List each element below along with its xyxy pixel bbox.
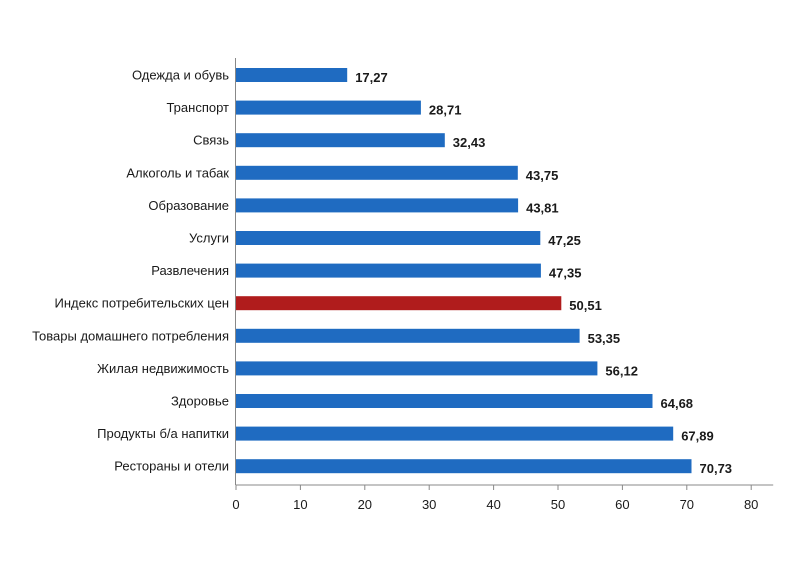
- x-tick-label: 80: [744, 497, 758, 512]
- bar: [236, 231, 541, 245]
- x-tick-label: 70: [680, 497, 694, 512]
- bar: [236, 394, 653, 408]
- value-label: 32,43: [453, 135, 486, 150]
- bar: [236, 426, 674, 441]
- value-label: 70,73: [700, 461, 733, 476]
- category-label: Связь: [193, 133, 229, 148]
- category-labels-group: Одежда и обувь Транспорт Связь Алкоголь и т…: [32, 68, 229, 474]
- value-label: 64,68: [661, 396, 694, 411]
- bar: [236, 459, 692, 474]
- category-label: Развлечения: [151, 263, 229, 278]
- category-label: Индекс потребительских цен: [55, 296, 229, 311]
- bar: [236, 165, 518, 180]
- bar: [236, 198, 519, 213]
- bar: [236, 263, 541, 278]
- value-label: 47,25: [548, 233, 581, 248]
- value-label: 53,35: [588, 331, 621, 346]
- x-tick-label: 60: [615, 497, 629, 512]
- x-tick-label: 20: [358, 497, 372, 512]
- value-label: 47,35: [549, 266, 582, 281]
- category-label: Здоровье: [171, 394, 229, 409]
- x-tick-label: 0: [232, 497, 239, 512]
- category-label: Одежда и обувь: [132, 68, 229, 83]
- value-label: 17,27: [355, 70, 388, 85]
- value-label: 67,89: [681, 429, 714, 444]
- value-label: 43,81: [526, 200, 559, 215]
- bars-group: [236, 68, 692, 474]
- value-label: 56,12: [605, 363, 638, 378]
- category-label: Рестораны и отели: [114, 459, 229, 474]
- x-tick-labels-group: 0 10 20 30 40 50 60 70 80: [232, 497, 758, 512]
- bar: [236, 328, 580, 343]
- value-labels-group: 17,27 28,71 32,43 43,75 43,81 47,25 47,35 50,51…: [355, 70, 732, 476]
- value-label: 28,71: [429, 103, 462, 118]
- category-label: Образование: [148, 198, 229, 213]
- x-tick-label: 10: [293, 497, 307, 512]
- x-tick-label: 40: [486, 497, 500, 512]
- bar: [236, 68, 348, 82]
- category-label: Транспорт: [166, 100, 229, 115]
- value-label: 50,51: [569, 298, 602, 313]
- x-tick-label: 50: [551, 497, 565, 512]
- category-label: Товары домашнего потребления: [32, 328, 229, 343]
- category-label: Алкоголь и табак: [126, 165, 229, 180]
- category-label: Жилая недвижимость: [97, 361, 229, 376]
- bar: [236, 100, 421, 115]
- bar: [236, 361, 598, 376]
- category-label: Продукты б/а напитки: [97, 426, 229, 441]
- value-label: 43,75: [526, 168, 559, 183]
- axes-group: [235, 58, 774, 490]
- category-label: Услуги: [189, 231, 229, 246]
- bar: [236, 296, 562, 311]
- bar: [236, 133, 445, 148]
- x-tick-label: 30: [422, 497, 436, 512]
